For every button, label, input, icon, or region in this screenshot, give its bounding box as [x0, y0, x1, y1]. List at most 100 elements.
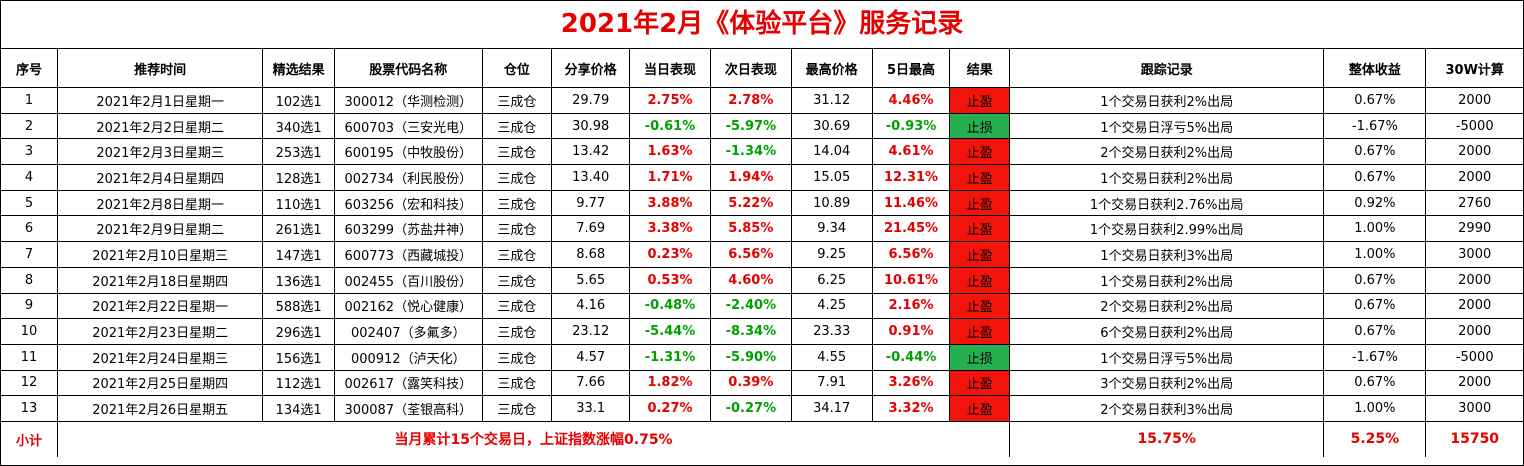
- cell-day1: 0.27%: [629, 395, 711, 422]
- cell-day2: -5.90%: [709, 343, 792, 371]
- cell-position: 三成仓: [481, 395, 553, 422]
- cell-overall: 1.00%: [1323, 395, 1427, 422]
- cell-stock: 300012（华测检测）: [334, 87, 483, 114]
- cell-day1: 0.23%: [629, 241, 711, 268]
- cell-tracking: 6个交易日获利2%出局: [1009, 318, 1325, 345]
- cell-day1: -0.61%: [629, 112, 711, 140]
- cell-result: 止盈: [949, 292, 1011, 320]
- cell-5day-high: 10.61%: [871, 266, 951, 294]
- cell-day2: 6.56%: [709, 241, 792, 268]
- cell-pick: 112选1: [262, 369, 335, 397]
- cell-stock: 002734（利民股份）: [334, 164, 483, 191]
- cell-day1: -1.31%: [629, 343, 711, 371]
- cell-date: 2021年2月9日星期二: [57, 215, 264, 243]
- cell-index: 6: [1, 215, 59, 243]
- cell-date: 2021年2月18日星期四: [57, 266, 264, 294]
- cell-day2: -8.34%: [709, 318, 792, 345]
- cell-price: 4.16: [551, 292, 631, 320]
- cell-index: 2: [1, 112, 59, 140]
- cell-tracking: 1个交易日获利2%出局: [1009, 87, 1325, 114]
- cell-5day-high: 2.16%: [871, 292, 951, 320]
- cell-position: 三成仓: [481, 369, 553, 397]
- cell-pick: 156选1: [262, 343, 335, 371]
- cell-date: 2021年2月3日星期三: [57, 138, 264, 166]
- cell-5day-high: 6.56%: [871, 241, 951, 268]
- cell-price: 7.69: [551, 215, 631, 243]
- cell-5day-high: 21.45%: [871, 215, 951, 243]
- cell-result: 止盈: [949, 164, 1011, 191]
- table-row: 11 2021年2月24日星期三 156选1 000912（泸天化） 三成仓 4.57 -1…: [1, 343, 1523, 371]
- table-row: 6 2021年2月9日星期二 261选1 603299（苏盐井神） 三成仓 7.69 3.3…: [1, 215, 1523, 243]
- col-header-index: 序号: [1, 49, 59, 88]
- table-row: 5 2021年2月8日星期一 110选1 603256（宏和科技） 三成仓 9.77 3.8…: [1, 189, 1523, 217]
- cell-index: 12: [1, 369, 59, 397]
- cell-pick: 296选1: [262, 318, 335, 345]
- cell-result: 止盈: [949, 138, 1011, 166]
- cell-day2: -1.34%: [709, 138, 792, 166]
- cell-index: 9: [1, 292, 59, 320]
- summary-label: 小计: [1, 420, 59, 457]
- records-table: 序号 推荐时间 精选结果 股票代码名称 仓位 分享价格 当日表现 次日表现 最高…: [1, 49, 1523, 457]
- col-header-date: 推荐时间: [57, 49, 264, 88]
- cell-result: 止损: [949, 343, 1011, 371]
- cell-index: 7: [1, 241, 59, 268]
- cell-stock: 300087（荃银高科）: [334, 395, 483, 422]
- cell-5day-high: 0.91%: [871, 318, 951, 345]
- cell-position: 三成仓: [481, 215, 553, 243]
- cell-date: 2021年2月1日星期一: [57, 87, 264, 114]
- cell-day2: 4.60%: [709, 266, 792, 294]
- table-row: 13 2021年2月26日星期五 134选1 300087（荃银高科） 三成仓 33.1 0…: [1, 395, 1523, 422]
- cell-high-price: 15.05: [790, 164, 873, 191]
- cell-overall: 0.67%: [1323, 369, 1427, 397]
- cell-position: 三成仓: [481, 266, 553, 294]
- table-row: 7 2021年2月10日星期三 147选1 600773（西藏城投） 三成仓 8.68 0.…: [1, 241, 1523, 268]
- cell-position: 三成仓: [481, 292, 553, 320]
- cell-result: 止损: [949, 112, 1011, 140]
- cell-pick: 588选1: [262, 292, 335, 320]
- cell-price: 9.77: [551, 189, 631, 217]
- cell-day2: 1.94%: [709, 164, 792, 191]
- table-row: 10 2021年2月23日星期二 296选1 002407（多氟多） 三成仓 23.12-…: [1, 318, 1523, 345]
- cell-high-price: 6.25: [790, 266, 873, 294]
- col-header-tracking: 跟踪记录: [1009, 49, 1325, 88]
- cell-position: 三成仓: [481, 189, 553, 217]
- cell-price: 23.12: [551, 318, 631, 345]
- cell-tracking: 1个交易日获利2%出局: [1009, 266, 1325, 294]
- summary-row: 小计 当月累计15个交易日，上证指数涨幅0.75% 15.75% 5.25% 1…: [1, 420, 1523, 457]
- cell-high-price: 9.25: [790, 241, 873, 268]
- cell-high-price: 30.69: [790, 112, 873, 140]
- cell-index: 8: [1, 266, 59, 294]
- cell-day2: -0.27%: [709, 395, 792, 422]
- col-header-price: 分享价格: [551, 49, 631, 88]
- cell-price: 33.1: [551, 395, 631, 422]
- cell-30w: 2000: [1425, 164, 1523, 191]
- cell-position: 三成仓: [481, 343, 553, 371]
- cell-date: 2021年2月22日星期一: [57, 292, 264, 320]
- cell-5day-high: 3.26%: [871, 369, 951, 397]
- cell-date: 2021年2月10日星期三: [57, 241, 264, 268]
- sheet-title: 2021年2月《体验平台》服务记录: [1, 1, 1523, 49]
- cell-stock: 600703（三安光电）: [334, 112, 483, 140]
- cell-high-price: 10.89: [790, 189, 873, 217]
- col-header-30w: 30W计算: [1425, 49, 1523, 88]
- cell-stock: 002455（百川股份）: [334, 266, 483, 294]
- cell-index: 5: [1, 189, 59, 217]
- cell-result: 止盈: [949, 266, 1011, 294]
- cell-pick: 340选1: [262, 112, 335, 140]
- cell-day1: 1.82%: [629, 369, 711, 397]
- cell-position: 三成仓: [481, 164, 553, 191]
- cell-5day-high: -0.44%: [871, 343, 951, 371]
- cell-pick: 128选1: [262, 164, 335, 191]
- table-row: 2 2021年2月2日星期二 340选1 600703（三安光电） 三成仓 30.98 -0…: [1, 112, 1523, 140]
- cell-day1: -5.44%: [629, 318, 711, 345]
- cell-result: 止盈: [949, 215, 1011, 243]
- cell-pick: 134选1: [262, 395, 335, 422]
- cell-tracking: 1个交易日获利2.99%出局: [1009, 215, 1325, 243]
- cell-index: 11: [1, 343, 59, 371]
- cell-date: 2021年2月26日星期五: [57, 395, 264, 422]
- cell-result: 止盈: [949, 189, 1011, 217]
- cell-overall: 0.67%: [1323, 292, 1427, 320]
- cell-stock: 002162（悦心健康）: [334, 292, 483, 320]
- cell-30w: -5000: [1425, 343, 1523, 371]
